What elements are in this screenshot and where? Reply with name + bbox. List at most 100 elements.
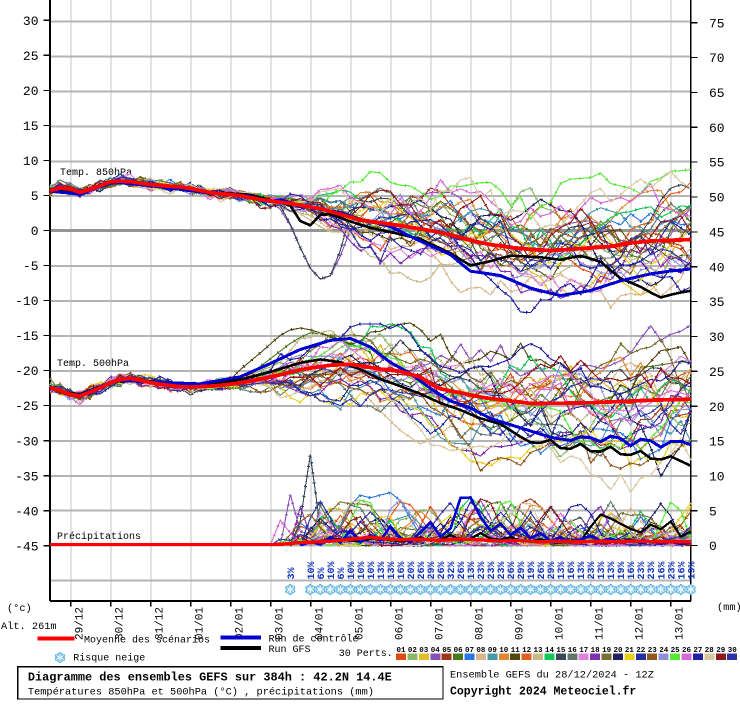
svg-text:23%: 23% <box>477 561 488 579</box>
svg-text:26: 26 <box>682 647 692 655</box>
svg-text:10%: 10% <box>327 561 338 579</box>
svg-text:6%: 6% <box>337 567 348 579</box>
svg-text:-40: -40 <box>15 504 38 519</box>
svg-text:26%: 26% <box>537 561 548 579</box>
svg-text:-45: -45 <box>15 539 38 554</box>
svg-text:13%: 13% <box>597 561 608 579</box>
svg-text:23%: 23% <box>647 561 658 579</box>
svg-text:29%: 29% <box>517 561 528 579</box>
svg-text:05/01: 05/01 <box>354 607 366 640</box>
svg-text:21: 21 <box>625 647 635 655</box>
svg-text:Run de contrôle: Run de contrôle <box>269 633 359 645</box>
svg-text:03: 03 <box>419 647 429 655</box>
svg-text:Alt. 261m: Alt. 261m <box>1 621 57 633</box>
svg-text:Temp. 500hPa: Temp. 500hPa <box>57 358 129 370</box>
svg-text:Températures 850hPa et 500hPa: Températures 850hPa et 500hPa (°C) , pré… <box>28 687 374 699</box>
svg-text:30/12: 30/12 <box>114 607 126 640</box>
svg-text:09/01: 09/01 <box>514 607 526 640</box>
svg-text:45: 45 <box>709 226 725 241</box>
svg-text:26%: 26% <box>457 561 468 579</box>
svg-text:0: 0 <box>31 224 39 239</box>
svg-text:16%: 16% <box>567 561 578 579</box>
svg-text:Diagramme des ensembles GEFS s: Diagramme des ensembles GEFS sur 384h : … <box>28 671 392 685</box>
svg-text:26%: 26% <box>437 561 448 579</box>
svg-text:01/01: 01/01 <box>194 607 206 640</box>
svg-text:30: 30 <box>728 647 738 655</box>
svg-text:10: 10 <box>709 470 725 485</box>
svg-text:10: 10 <box>499 647 509 655</box>
svg-text:23%: 23% <box>637 561 648 579</box>
svg-text:26%: 26% <box>417 561 428 579</box>
svg-text:75: 75 <box>709 16 725 31</box>
svg-text:10%: 10% <box>347 561 358 579</box>
svg-text:02: 02 <box>408 647 418 655</box>
svg-text:19%: 19% <box>527 561 538 579</box>
svg-text:22: 22 <box>636 647 646 655</box>
svg-text:15: 15 <box>556 647 566 655</box>
svg-text:-5: -5 <box>23 259 39 274</box>
svg-text:-35: -35 <box>15 469 38 484</box>
svg-text:29%: 29% <box>547 561 558 579</box>
svg-text:5: 5 <box>31 189 39 204</box>
svg-text:-25: -25 <box>15 399 38 414</box>
svg-text:01: 01 <box>396 647 406 655</box>
svg-text:19: 19 <box>602 647 612 655</box>
svg-text:23%: 23% <box>587 561 598 579</box>
svg-text:09: 09 <box>488 647 498 655</box>
svg-text:16%: 16% <box>397 561 408 579</box>
svg-text:18: 18 <box>591 647 601 655</box>
svg-text:Copyright 2024 Meteociel.fr: Copyright 2024 Meteociel.fr <box>450 686 636 699</box>
svg-text:20: 20 <box>23 84 39 99</box>
svg-text:04/01: 04/01 <box>314 607 326 640</box>
svg-text:19%: 19% <box>617 561 628 579</box>
svg-text:10%: 10% <box>367 561 378 579</box>
svg-text:07/01: 07/01 <box>434 607 446 640</box>
svg-text:13/01: 13/01 <box>674 607 686 640</box>
svg-text:07: 07 <box>465 647 474 655</box>
svg-text:10%: 10% <box>357 561 368 579</box>
svg-text:16%: 16% <box>657 561 668 579</box>
svg-text:15: 15 <box>23 119 39 134</box>
svg-text:40: 40 <box>709 260 725 275</box>
svg-text:11: 11 <box>511 647 521 655</box>
svg-text:19%: 19% <box>687 561 698 579</box>
svg-text:27: 27 <box>693 647 702 655</box>
svg-text:70: 70 <box>709 51 725 66</box>
svg-text:5: 5 <box>709 504 717 519</box>
svg-text:55: 55 <box>709 156 725 171</box>
svg-text:-20: -20 <box>15 364 38 379</box>
svg-text:08: 08 <box>476 647 486 655</box>
svg-text:29/12: 29/12 <box>74 607 86 640</box>
svg-text:16%: 16% <box>627 561 638 579</box>
svg-text:Risque neige: Risque neige <box>73 653 145 665</box>
svg-text:02/01: 02/01 <box>234 607 246 640</box>
svg-text:-15: -15 <box>15 329 38 344</box>
svg-text:23%: 23% <box>487 561 498 579</box>
svg-text:0: 0 <box>709 539 717 554</box>
svg-text:20: 20 <box>709 400 725 415</box>
svg-text:-30: -30 <box>15 434 38 449</box>
svg-text:32%: 32% <box>447 561 458 579</box>
svg-text:(mm): (mm) <box>717 602 740 614</box>
svg-text:04: 04 <box>431 647 441 655</box>
svg-text:Précipitations: Précipitations <box>57 531 141 543</box>
svg-text:16%: 16% <box>677 561 688 579</box>
svg-text:13%: 13% <box>557 561 568 579</box>
svg-text:16: 16 <box>568 647 578 655</box>
svg-text:28: 28 <box>705 647 715 655</box>
svg-text:Temp. 850hPa: Temp. 850hPa <box>60 167 132 179</box>
svg-text:23%: 23% <box>667 561 678 579</box>
svg-text:17: 17 <box>579 647 588 655</box>
svg-text:13%: 13% <box>577 561 588 579</box>
svg-text:29%: 29% <box>427 561 438 579</box>
svg-text:13%: 13% <box>467 561 478 579</box>
svg-text:3%: 3% <box>287 567 298 579</box>
svg-text:29: 29 <box>716 647 726 655</box>
svg-text:50: 50 <box>709 191 725 206</box>
svg-text:(°c): (°c) <box>7 603 32 615</box>
svg-text:12/01: 12/01 <box>634 607 646 640</box>
svg-text:60: 60 <box>709 121 725 136</box>
svg-text:13%: 13% <box>387 561 398 579</box>
svg-text:25: 25 <box>23 49 39 64</box>
svg-text:26%: 26% <box>507 561 518 579</box>
